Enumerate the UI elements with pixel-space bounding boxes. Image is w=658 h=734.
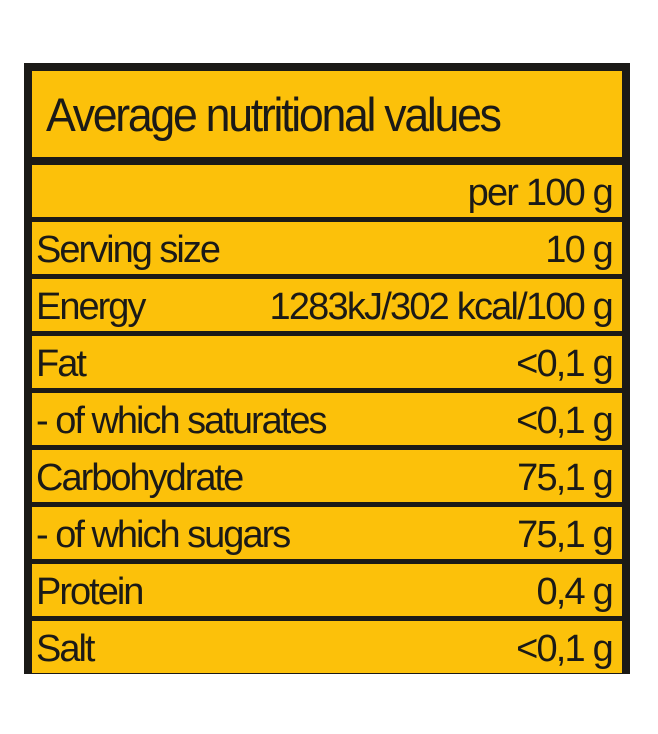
nutrition-table: per 100 g Serving size 10 g Energy 1283k… <box>32 165 622 673</box>
nutrient-name: Carbohydrate <box>36 457 244 499</box>
nutrient-value: 10 g <box>545 229 614 271</box>
nutrient-name: Fat <box>36 343 87 385</box>
nutrient-name: Protein <box>36 571 144 613</box>
nutrient-name: Energy <box>36 286 146 328</box>
column-header: per 100 g <box>467 172 614 214</box>
table-row: Carbohydrate 75,1 g <box>32 450 622 502</box>
nutrition-label: Average nutritional values per 100 g Ser… <box>24 63 630 674</box>
table-row: Serving size 10 g <box>32 222 622 274</box>
table-row: Protein 0,4 g <box>32 564 622 616</box>
nutrient-name: - of which saturates <box>36 400 327 442</box>
nutrient-value: 75,1 g <box>517 457 614 499</box>
title-cell: Average nutritional values <box>32 71 622 157</box>
table-row: Salt <0,1 g <box>32 621 622 673</box>
nutrient-value: 1283kJ/302 kcal/100 g <box>269 286 614 328</box>
table-row: Fat <0,1 g <box>32 336 622 388</box>
table-row: - of which saturates <0,1 g <box>32 393 622 445</box>
nutrient-name: - of which sugars <box>36 514 291 556</box>
nutrient-name: Salt <box>36 628 96 670</box>
nutrient-value: <0,1 g <box>516 343 614 385</box>
nutrient-value: <0,1 g <box>516 628 614 670</box>
label-title: Average nutritional values <box>46 87 502 141</box>
table-row: Energy 1283kJ/302 kcal/100 g <box>32 279 622 331</box>
nutrient-value: 75,1 g <box>517 514 614 556</box>
nutrient-value: 0,4 g <box>536 571 613 613</box>
column-header-row: per 100 g <box>32 165 622 217</box>
table-row: - of which sugars 75,1 g <box>32 507 622 559</box>
nutrient-name: Serving size <box>36 229 221 271</box>
nutrient-value: <0,1 g <box>516 400 614 442</box>
